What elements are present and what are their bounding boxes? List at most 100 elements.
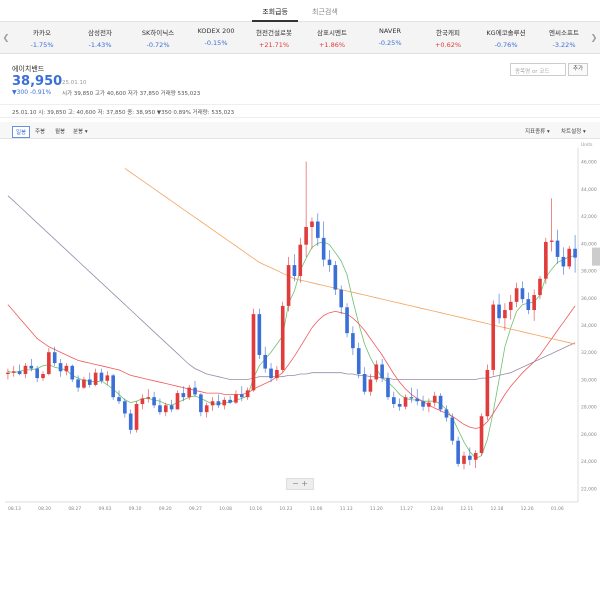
x-tick-label: 09.03 <box>98 506 111 512</box>
y-tick-label: 26,000 <box>581 432 597 438</box>
ticker-item[interactable]: SK하이닉스 -0.72% <box>128 27 188 49</box>
add-button[interactable]: 추가 <box>568 63 588 76</box>
zoom-controls[interactable]: − + <box>286 478 314 490</box>
candle-body <box>35 368 39 379</box>
candle-body <box>508 301 513 311</box>
x-tick-label: 08.20 <box>38 506 51 512</box>
candle-body <box>93 372 98 385</box>
candle-body <box>503 310 507 319</box>
candle-body <box>64 365 69 372</box>
candle-body <box>11 371 16 373</box>
candle-body <box>6 372 10 375</box>
candle-body <box>239 394 244 398</box>
x-tick-label: 12.11 <box>460 506 473 512</box>
candle-body <box>444 409 449 418</box>
candle-body <box>228 399 232 403</box>
ticker-name: 삼표시멘트 <box>317 29 347 37</box>
y-tick-label: 32,000 <box>581 350 597 356</box>
stock-name: 에이치밴드 <box>12 65 45 73</box>
candle-body <box>163 405 168 413</box>
candle-body <box>99 372 104 381</box>
ticker-name: 카카오 <box>33 29 51 37</box>
period-minute-dropdown[interactable]: 분봉 ▾ <box>73 129 88 135</box>
ticker-item[interactable]: NAVER -0.25% <box>360 27 420 47</box>
ma-line-orange_120 <box>124 168 576 345</box>
y-tick-label: 36,000 <box>581 296 597 302</box>
candle-body <box>204 405 209 413</box>
candle-body <box>473 452 478 460</box>
candle-body <box>421 401 425 407</box>
candle-body <box>181 393 186 398</box>
candle-body <box>432 395 437 403</box>
candle-body <box>87 379 92 385</box>
ticker-change: -0.76% <box>494 41 518 49</box>
tab-recent-search[interactable]: 최근검색 <box>312 8 338 16</box>
ticker-change: -0.25% <box>378 39 402 47</box>
candle-body <box>386 378 390 398</box>
candle-body <box>555 240 560 257</box>
candle-body <box>321 237 326 260</box>
chevron-right-icon[interactable]: ❯ <box>590 33 598 42</box>
candle-body <box>532 295 536 311</box>
period-weekly-button[interactable]: 주봉 <box>35 129 46 135</box>
candle-body <box>292 265 297 276</box>
x-tick-label: 12.26 <box>521 506 534 512</box>
candle-body <box>450 417 455 441</box>
candle-body <box>462 455 466 464</box>
candle-body <box>134 403 139 430</box>
ticker-name: 엔씨소프트 <box>549 29 579 37</box>
candle-body <box>356 348 361 375</box>
candle-body <box>234 394 238 403</box>
ticker-name: 삼성전자 <box>88 29 112 37</box>
ticker-change: +1.86% <box>318 41 346 49</box>
candle-body <box>222 399 227 406</box>
candle-body <box>298 244 303 276</box>
chart-settings-dropdown[interactable]: 차트설정 ▾ <box>561 129 586 135</box>
ticker-item[interactable]: 한국캐피 +0.62% <box>418 27 478 49</box>
tab-trending[interactable]: 조회급등 <box>252 0 298 22</box>
ohlc-info-bar: 25.01.10 시: 39,850 고: 40,600 저: 37,850 종… <box>0 104 600 118</box>
candle-body <box>169 405 174 410</box>
candle-body <box>479 416 484 453</box>
search-input[interactable]: 종목명 or 코드 <box>510 63 566 76</box>
candle-body <box>561 256 566 267</box>
y-tick-label: 38,000 <box>581 269 597 275</box>
ticker-name: 현전건설로봇 <box>256 29 292 37</box>
top-tabs: 조회급등 최근검색 <box>0 0 600 22</box>
ticker-change: -0.15% <box>204 39 228 47</box>
period-daily-button[interactable]: 일봉 <box>12 126 31 138</box>
price-chart[interactable]: Units 46,000 44,000 42,000 40,000 38,000 36,00… <box>0 140 600 515</box>
ticker-item[interactable]: 엔씨소프트 -3.22% <box>534 27 594 49</box>
ticker-change: -1.75% <box>30 41 54 49</box>
x-tick-label: 08.13 <box>8 506 21 512</box>
y-tick-label: 24,000 <box>581 459 597 465</box>
candle-body <box>345 307 349 334</box>
indicator-type-dropdown[interactable]: 지표종류 ▾ <box>525 129 550 135</box>
candle-body <box>315 221 320 238</box>
candle-body <box>52 352 57 364</box>
candle-body <box>438 395 443 410</box>
candle-body <box>549 240 554 242</box>
y-tick-label: 44,000 <box>581 187 597 193</box>
chevron-left-icon[interactable]: ❮ <box>2 33 10 42</box>
ticker-change: -3.22% <box>552 41 576 49</box>
ticker-item[interactable]: 현전건설로봇 +21.71% <box>244 27 304 49</box>
candle-body <box>333 265 338 290</box>
candle-body <box>175 393 180 410</box>
ticker-change: +0.62% <box>434 41 462 49</box>
ticker-item[interactable]: KG에코솔루션 -0.76% <box>476 27 536 49</box>
candle-body <box>263 354 268 369</box>
ticker-strip: ❮ 카카오 -1.75% 삼성전자 -1.43% SK하이닉스 -0.72% KODEX 2… <box>0 22 600 54</box>
ticker-item[interactable]: 카카오 -1.75% <box>12 27 72 49</box>
period-monthly-button[interactable]: 월봉 <box>55 129 66 135</box>
candle-body <box>310 221 314 227</box>
ticker-item[interactable]: 삼성전자 -1.43% <box>70 27 130 49</box>
candle-body <box>514 288 519 302</box>
x-tick-label: 12.04 <box>430 506 443 512</box>
ticker-item[interactable]: 삼표시멘트 +1.86% <box>302 27 362 49</box>
y-tick-label: 30,000 <box>581 377 597 383</box>
candle-body <box>427 402 431 407</box>
x-tick-label: 09.10 <box>129 506 142 512</box>
ticker-item[interactable]: KODEX 200 -0.15% <box>186 27 246 47</box>
candle-body <box>269 368 273 379</box>
